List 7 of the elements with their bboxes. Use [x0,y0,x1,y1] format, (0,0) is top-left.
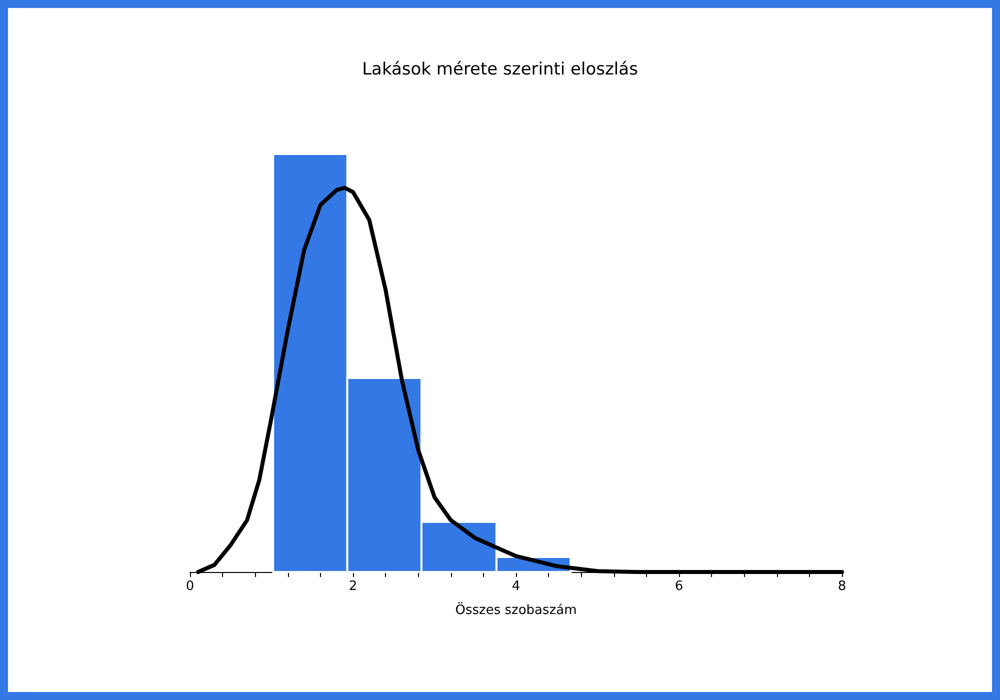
x-tick-label: 0 [186,579,194,594]
chart-title: Lakások mérete szerinti eloszlás [362,60,638,80]
x-tick-label: 2 [348,579,358,594]
x-tick-label: 4 [512,579,520,594]
x-tick-label: 8 [838,579,846,594]
x-axis-title: Összes szobaszám [455,602,577,618]
x-tick-label: 6 [674,579,684,594]
